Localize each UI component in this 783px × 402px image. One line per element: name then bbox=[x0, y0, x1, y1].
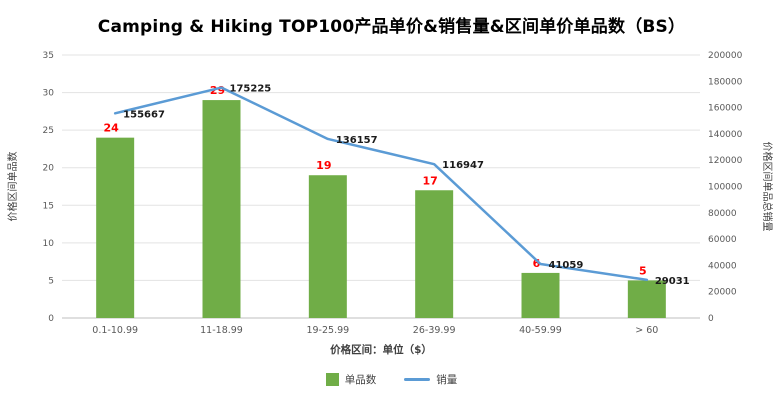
x-axis-category-label: 19-25.99 bbox=[306, 325, 349, 336]
bar bbox=[202, 100, 241, 318]
bar-value-label: 6 bbox=[533, 257, 541, 270]
right-axis-tick-label: 20000 bbox=[708, 288, 737, 298]
x-axis-category-label: > 60 bbox=[635, 325, 658, 336]
bar-series-swatch-icon bbox=[325, 373, 339, 386]
legend-item-line-series[interactable]: 销量 bbox=[404, 372, 457, 387]
line-series bbox=[113, 86, 649, 282]
line-value-label: 155667 bbox=[123, 109, 165, 120]
legend-bar-label: 单品数 bbox=[344, 374, 377, 386]
line-series-swatch-icon bbox=[404, 378, 431, 381]
left-axis-tick-label: 35 bbox=[43, 51, 54, 61]
x-axis-category-label: 0.1-10.99 bbox=[92, 325, 138, 336]
x-axis-title: 价格区间：单位（$） bbox=[330, 344, 432, 356]
line-value-label: 41059 bbox=[549, 260, 584, 271]
chart-title: Camping & Hiking TOP100产品单价&销售量&区间单价单品数（… bbox=[97, 17, 686, 37]
left-axis-tick-label: 25 bbox=[43, 126, 54, 136]
right-axis-title: 价格区间单品总销量 bbox=[761, 142, 774, 232]
left-axis-tick-label: 30 bbox=[43, 89, 55, 99]
right-axis-tick-label: 60000 bbox=[708, 235, 737, 245]
bar-value-label: 19 bbox=[316, 159, 331, 172]
line-value-label: 136157 bbox=[336, 135, 378, 146]
right-axis-tick-label: 160000 bbox=[708, 104, 743, 114]
bar-value-label: 17 bbox=[423, 174, 438, 187]
right-axis-tick-label: 0 bbox=[708, 314, 714, 324]
line-value-label: 175225 bbox=[230, 84, 272, 95]
legend-line-label: 销量 bbox=[436, 374, 458, 386]
legend: 单品数 销量 bbox=[0, 372, 783, 387]
left-axis-tick-label: 10 bbox=[43, 239, 55, 249]
legend-item-bar-series[interactable]: 单品数 bbox=[325, 372, 377, 387]
right-axis-tick-label: 100000 bbox=[708, 183, 743, 193]
line-value-label: 29031 bbox=[655, 276, 690, 287]
x-axis-category-label: 26-39.99 bbox=[413, 325, 456, 336]
x-axis-category-label: 11-18.99 bbox=[200, 325, 243, 336]
bar bbox=[415, 190, 454, 318]
line-value-label: 116947 bbox=[442, 160, 484, 171]
right-axis-tick-label: 80000 bbox=[708, 209, 737, 219]
bar bbox=[96, 137, 135, 318]
right-axis-tick-label: 120000 bbox=[708, 156, 743, 166]
left-axis-tick-label: 5 bbox=[48, 276, 54, 286]
right-axis-tick-label: 180000 bbox=[708, 77, 743, 87]
bar-value-label: 5 bbox=[639, 264, 647, 277]
right-axis-tick-label: 200000 bbox=[708, 51, 743, 61]
x-axis-category-label: 40-59.99 bbox=[519, 325, 562, 336]
bar bbox=[308, 175, 347, 318]
left-axis-tick-label: 15 bbox=[43, 201, 54, 211]
left-axis-tick-label: 0 bbox=[48, 314, 54, 324]
right-axis-tick-label: 140000 bbox=[708, 130, 743, 140]
bar bbox=[627, 280, 666, 318]
left-axis-tick-label: 20 bbox=[43, 164, 55, 174]
left-axis-title: 价格区间单品数 bbox=[6, 152, 19, 222]
bar-value-label: 24 bbox=[104, 122, 120, 135]
right-axis-tick-label: 40000 bbox=[708, 261, 737, 271]
bar bbox=[521, 272, 560, 318]
